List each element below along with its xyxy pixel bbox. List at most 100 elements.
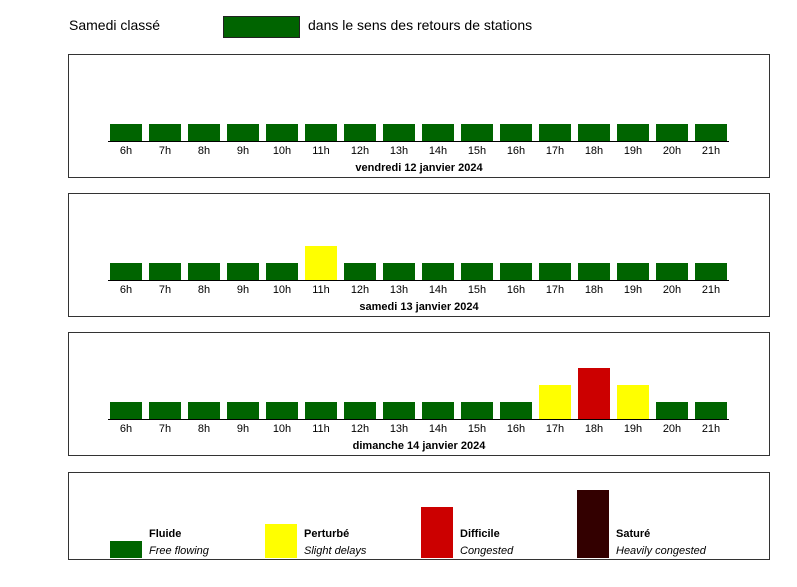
- tick-label-11h: 11h: [312, 145, 330, 157]
- tick-label-8h: 8h: [198, 284, 210, 296]
- tick-label-20h: 20h: [663, 284, 681, 296]
- tick-label-15h: 15h: [468, 423, 486, 435]
- tick-label-13h: 13h: [390, 145, 408, 157]
- legend-label-difficile: Difficile: [460, 528, 500, 540]
- bar-19h: [617, 263, 649, 280]
- tick-label-20h: 20h: [663, 423, 681, 435]
- legend-swatch-fluide: [110, 541, 142, 558]
- chart-sunday: 6h 7h 8h 9h 10h 11h 12h 13h 14h 15h 16h 17h 18h 19h 20…: [108, 368, 729, 452]
- legend-label-sature: Saturé: [616, 528, 650, 540]
- tick-label-19h: 19h: [624, 284, 642, 296]
- tick-label-21h: 21h: [702, 284, 720, 296]
- tick-label-7h: 7h: [159, 284, 171, 296]
- bar-11h: [305, 124, 337, 141]
- bar-21h: [695, 402, 727, 419]
- bar-15h: [461, 402, 493, 419]
- bar-6h: [110, 124, 142, 141]
- legend-sublabel-fluide: Free flowing: [149, 545, 210, 557]
- bar-10h: [266, 402, 298, 419]
- tick-label-13h: 13h: [390, 284, 408, 296]
- tick-label-6h: 6h: [120, 145, 132, 157]
- bar-21h: [695, 124, 727, 141]
- bar-16h: [500, 263, 532, 280]
- legend-label-fluide: Fluide: [149, 528, 181, 540]
- bar-13h: [383, 124, 415, 141]
- bar-9h: [227, 402, 259, 419]
- bar-14h: [422, 402, 454, 419]
- chart-panel-1: 6h 7h 8h 9h 10h 11h 12h 13h 14h 15h 16h 17h 18h 19h 20…: [68, 54, 770, 178]
- tick-label-8h: 8h: [198, 423, 210, 435]
- bar-18h: [578, 263, 610, 280]
- tick-label-9h: 9h: [237, 145, 249, 157]
- tick-label-17h: 17h: [546, 284, 564, 296]
- bar-6h: [110, 263, 142, 280]
- chart-panel-2: 6h 7h 8h 9h 10h 11h 12h 13h 14h 15h 16h 17h 18h 19h 20…: [68, 193, 770, 317]
- bar-21h: [695, 263, 727, 280]
- bar-18h: [578, 368, 610, 419]
- bar-7h: [149, 402, 181, 419]
- page-title: Samedi classé: [69, 17, 161, 33]
- tick-label-11h: 11h: [312, 284, 330, 296]
- tick-label-14h: 14h: [429, 423, 447, 435]
- bar-7h: [149, 124, 181, 141]
- tick-label-7h: 7h: [159, 145, 171, 157]
- bar-20h: [656, 402, 688, 419]
- legend-swatch-perturbe: [265, 524, 297, 558]
- bar-8h: [188, 124, 220, 141]
- bar-18h: [578, 124, 610, 141]
- legend-label-perturbe: Perturbé: [304, 528, 349, 540]
- legend-swatch-difficile: [421, 507, 453, 558]
- tick-label-17h: 17h: [546, 145, 564, 157]
- tick-label-21h: 21h: [702, 145, 720, 157]
- tick-label-15h: 15h: [468, 284, 486, 296]
- tick-label-16h: 16h: [507, 284, 525, 296]
- tick-label-6h: 6h: [120, 284, 132, 296]
- bar-20h: [656, 124, 688, 141]
- bar-6h: [110, 402, 142, 419]
- legend-sublabel-sature: Heavily congested: [616, 545, 707, 557]
- tick-label-16h: 16h: [507, 145, 525, 157]
- bar-19h: [617, 124, 649, 141]
- tick-label-10h: 10h: [273, 284, 291, 296]
- tick-label-9h: 9h: [237, 284, 249, 296]
- bar-9h: [227, 124, 259, 141]
- legend-sublabel-perturbe: Slight delays: [304, 545, 367, 557]
- bar-17h: [539, 124, 571, 141]
- tick-label-21h: 21h: [702, 423, 720, 435]
- bar-13h: [383, 263, 415, 280]
- tick-label-9h: 9h: [237, 423, 249, 435]
- tick-label-11h: 11h: [312, 423, 330, 435]
- bar-11h: [305, 246, 337, 280]
- tick-label-14h: 14h: [429, 145, 447, 157]
- tick-label-6h: 6h: [120, 423, 132, 435]
- tick-label-12h: 12h: [351, 284, 369, 296]
- tick-label-19h: 19h: [624, 423, 642, 435]
- bar-12h: [344, 402, 376, 419]
- chart-saturday: 6h 7h 8h 9h 10h 11h 12h 13h 14h 15h 16h 17h 18h 19h 20…: [108, 246, 729, 313]
- legend-graphic: Fluide Free flowing Perturbé Slight delays D…: [110, 490, 707, 558]
- bar-7h: [149, 263, 181, 280]
- chart-title: samedi 13 janvier 2024: [359, 301, 479, 313]
- bar-14h: [422, 124, 454, 141]
- tick-label-7h: 7h: [159, 423, 171, 435]
- tick-label-18h: 18h: [585, 145, 603, 157]
- chart-title: dimanche 14 janvier 2024: [353, 440, 487, 452]
- bar-11h: [305, 402, 337, 419]
- bar-16h: [500, 124, 532, 141]
- bar-10h: [266, 124, 298, 141]
- bar-15h: [461, 263, 493, 280]
- legend: Fluide Free flowing Perturbé Slight delays D…: [68, 472, 770, 560]
- bar-8h: [188, 402, 220, 419]
- bar-20h: [656, 263, 688, 280]
- tick-label-14h: 14h: [429, 284, 447, 296]
- bar-10h: [266, 263, 298, 280]
- tick-label-19h: 19h: [624, 145, 642, 157]
- tick-label-16h: 16h: [507, 423, 525, 435]
- tick-label-15h: 15h: [468, 145, 486, 157]
- chart-title: vendredi 12 janvier 2024: [355, 162, 483, 174]
- chart-friday: 6h 7h 8h 9h 10h 11h 12h 13h 14h 15h 16h 17h 18h 19h 20…: [108, 124, 729, 174]
- direction-label: dans le sens des retours de stations: [308, 17, 533, 33]
- bar-17h: [539, 263, 571, 280]
- bar-14h: [422, 263, 454, 280]
- chart-panel-3: 6h 7h 8h 9h 10h 11h 12h 13h 14h 15h 16h 17h 18h 19h 20…: [68, 332, 770, 456]
